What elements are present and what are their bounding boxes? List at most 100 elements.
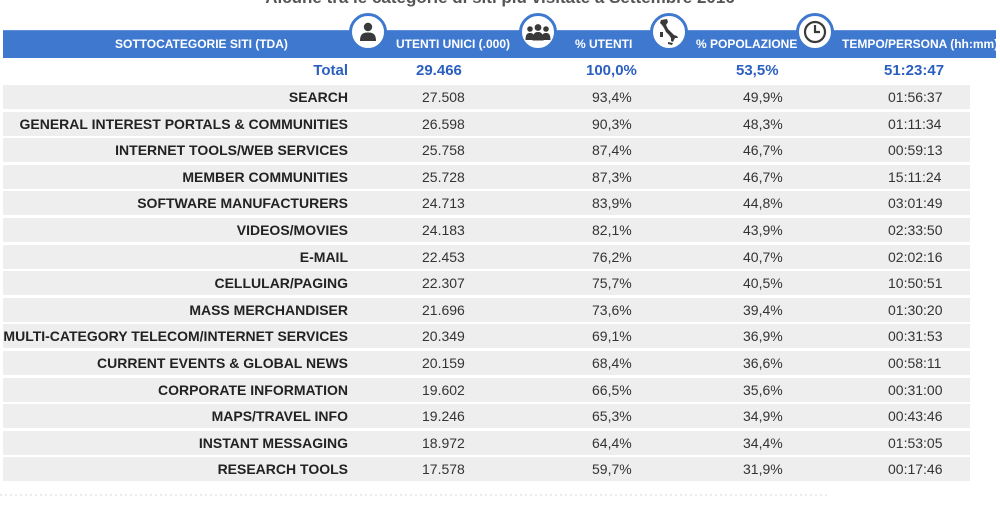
row-category: CELLULAR/PAGING <box>214 275 348 292</box>
row-time: 00:17:46 <box>888 461 943 478</box>
table-row: SOFTWARE MANUFACTURERS 24.713 83,9% 44,8% 03… <box>3 191 970 216</box>
row-time: 00:58:11 <box>888 355 942 371</box>
row-time: 03:01:49 <box>888 195 943 212</box>
row-pct-users: 87,3% <box>592 168 632 185</box>
row-pct-users: 68,4% <box>592 355 632 371</box>
row-pct-users: 82,1% <box>592 222 632 238</box>
row-pct-population: 44,8% <box>743 195 783 212</box>
row-category: MEMBER COMMUNITIES <box>182 168 348 185</box>
footer-divider <box>0 488 1000 500</box>
group-icon <box>519 13 557 51</box>
table-row: VIDEOS/MOVIES 24.183 82,1% 43,9% 02:33:50 <box>3 218 970 242</box>
row-time: 01:11:34 <box>888 115 942 132</box>
row-category: INSTANT MESSAGING <box>198 434 348 451</box>
row-pct-users: 93,4% <box>592 89 632 105</box>
row-users: 20.349 <box>422 328 465 345</box>
row-time: 00:31:53 <box>888 328 943 345</box>
header-pct-users: % UTENTI <box>575 37 633 51</box>
row-category: MULTI-CATEGORY TELECOM/INTERNET SERVICES <box>3 328 348 345</box>
row-pct-population: 34,4% <box>743 434 783 451</box>
row-category: E-MAIL <box>299 248 348 265</box>
row-users: 22.307 <box>422 275 465 292</box>
total-row: Total 29.466 100,0% 53,5% 51:23:47 <box>3 59 970 83</box>
row-pct-users: 90,3% <box>592 115 632 132</box>
row-pct-population: 35,6% <box>743 381 783 398</box>
table-row: SEARCH 27.508 93,4% 49,9% 01:56:37 <box>3 85 970 109</box>
row-time: 01:56:37 <box>888 89 943 105</box>
row-pct-users: 66,5% <box>592 381 632 398</box>
italy-map-icon <box>650 13 688 51</box>
row-category: GENERAL INTEREST PORTALS & COMMUNITIES <box>19 115 349 132</box>
header-time: TEMPO/PERSONA (hh:mm) <box>842 37 999 51</box>
row-users: 21.696 <box>422 301 465 318</box>
table-row: MULTI-CATEGORY TELECOM/INTERNET SERVICES… <box>3 324 970 349</box>
row-time: 10:50:51 <box>888 275 943 292</box>
row-pct-population: 48,3% <box>743 115 783 132</box>
row-pct-population: 46,7% <box>743 168 783 185</box>
total-label: Total <box>313 62 348 79</box>
row-pct-users: 59,7% <box>592 461 632 478</box>
row-pct-population: 36,9% <box>743 328 783 345</box>
row-time: 02:33:50 <box>888 222 943 238</box>
row-pct-population: 49,9% <box>743 89 783 105</box>
row-category: MASS MERCHANDISER <box>189 301 348 318</box>
clock-icon <box>796 13 834 51</box>
row-time: 00:43:46 <box>888 408 943 425</box>
row-pct-population: 34,9% <box>743 408 783 425</box>
row-time: 01:30:20 <box>888 301 943 318</box>
row-pct-users: 75,7% <box>592 275 632 292</box>
row-users: 18.972 <box>422 434 465 451</box>
row-category: INTERNET TOOLS/WEB SERVICES <box>115 142 348 159</box>
total-pct-users: 100,0% <box>586 62 637 79</box>
row-pct-users: 73,6% <box>592 301 632 318</box>
table-row: INSTANT MESSAGING 18.972 64,4% 34,4% 01:53:0… <box>3 430 970 455</box>
row-users: 24.713 <box>422 195 465 212</box>
table-row: CORPORATE INFORMATION 19.602 66,5% 35,6% 00:… <box>3 377 970 402</box>
row-time: 02:02:16 <box>888 248 943 265</box>
row-pct-users: 69,1% <box>592 328 632 345</box>
table-row: CELLULAR/PAGING 22.307 75,7% 40,5% 10:50:51 <box>3 271 970 296</box>
row-users: 27.508 <box>422 89 465 105</box>
table-row: GENERAL INTEREST PORTALS & COMMUNITIES 26… <box>3 111 970 136</box>
row-pct-population: 43,9% <box>743 222 783 238</box>
header-pct-population: % POPOLAZIONE <box>696 37 798 51</box>
row-pct-population: 31,9% <box>743 461 783 478</box>
row-pct-users: 83,9% <box>592 195 632 212</box>
table-row: E-MAIL 22.453 76,2% 40,7% 02:02:16 <box>3 244 970 269</box>
row-users: 17.578 <box>422 461 465 478</box>
row-category: VIDEOS/MOVIES <box>236 222 348 238</box>
row-users: 19.246 <box>422 408 465 425</box>
row-category: CORPORATE INFORMATION <box>157 381 348 398</box>
total-time: 51:23:47 <box>884 62 945 79</box>
row-category: RESEARCH TOOLS <box>217 461 348 478</box>
row-pct-population: 39,4% <box>743 301 783 318</box>
table-row: INTERNET TOOLS/WEB SERVICES 25.758 87,4% 46… <box>3 138 970 163</box>
header-category: SOTTOCATEGORIE SITI (TDA) <box>115 37 288 51</box>
row-pct-population: 46,7% <box>743 142 783 159</box>
total-users: 29.466 <box>416 62 462 79</box>
row-users: 24.183 <box>422 222 465 238</box>
row-pct-users: 65,3% <box>592 408 632 425</box>
row-users: 22.453 <box>422 248 465 265</box>
table-header: SOTTOCATEGORIE SITI (TDA) UTENTI UNICI (… <box>3 30 999 58</box>
row-users: 25.728 <box>422 168 465 185</box>
row-pct-users: 87,4% <box>592 142 632 159</box>
page-title: Alcune tra le categorie di siti più visi… <box>0 0 1000 8</box>
row-category: CURRENT EVENTS & GLOBAL NEWS <box>97 355 348 371</box>
row-pct-population: 40,7% <box>743 248 783 265</box>
row-users: 19.602 <box>422 381 465 398</box>
table-row: MASS MERCHANDISER 21.696 73,6% 39,4% 01:30:2… <box>3 297 970 322</box>
row-time: 01:53:05 <box>888 434 943 451</box>
total-pct-population: 53,5% <box>736 62 779 79</box>
table-row: MAPS/TRAVEL INFO 19.246 65,3% 34,9% 00:43:46 <box>3 404 970 429</box>
row-pct-users: 64,4% <box>592 434 632 451</box>
row-users: 25.758 <box>422 142 465 159</box>
table-row: RESEARCH TOOLS 17.578 59,7% 31,9% 00:17:46 <box>3 457 970 482</box>
row-pct-users: 76,2% <box>592 248 632 265</box>
row-time: 00:31:00 <box>888 381 943 398</box>
row-category: MAPS/TRAVEL INFO <box>211 408 348 425</box>
row-pct-population: 36,6% <box>743 355 783 371</box>
row-category: SEARCH <box>288 89 348 105</box>
row-time: 15:11:24 <box>888 168 942 185</box>
row-users: 26.598 <box>422 115 465 132</box>
